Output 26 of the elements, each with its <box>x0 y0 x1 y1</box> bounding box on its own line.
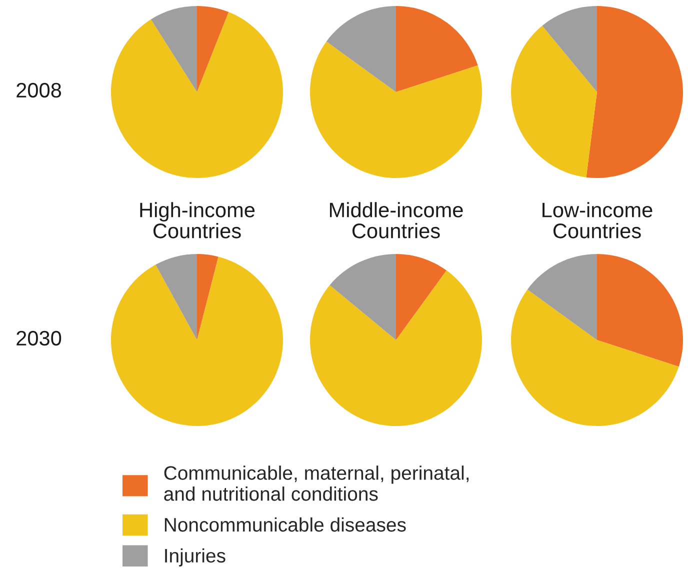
text: 2030 <box>16 330 62 346</box>
pie-slice <box>197 254 218 340</box>
pie-slice <box>511 289 679 426</box>
pie-slice <box>586 6 683 178</box>
pie-slice <box>511 26 597 178</box>
pie-slice <box>542 6 597 92</box>
pie-slice <box>396 254 447 340</box>
pie-slice <box>527 254 597 340</box>
text: Low-income Countries <box>542 202 652 238</box>
legend-label: Noncommunicable diseases <box>164 517 406 532</box>
pie-slice <box>156 254 197 340</box>
pie-slice <box>326 6 396 92</box>
pie-slice <box>330 254 396 340</box>
text: 2008 <box>16 82 62 98</box>
pie-slice <box>111 256 283 426</box>
pie-slice <box>597 254 683 367</box>
pie-slice <box>111 12 283 178</box>
text: High-income Countries <box>140 202 255 238</box>
legend-label: Injuries <box>165 548 226 566</box>
pie-slice <box>150 6 197 92</box>
pie-slice <box>310 270 482 426</box>
pie-slice <box>310 41 482 178</box>
text: Middle-income Countries <box>330 202 463 238</box>
pie-slice <box>197 6 229 92</box>
legend-label: Communicable, maternal, perinatal, and nutritional conditions <box>164 466 469 501</box>
pie-slice <box>396 6 478 92</box>
